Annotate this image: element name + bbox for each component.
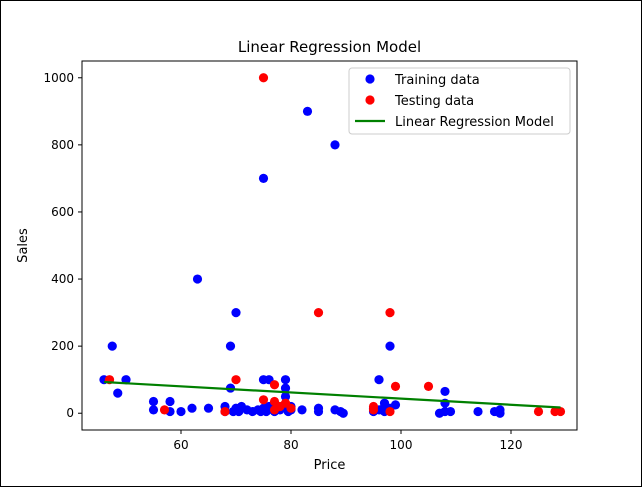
testing-point [269, 380, 280, 390]
x-tick-label: 120 [500, 438, 523, 452]
legend-dot-marker [365, 74, 375, 84]
training-point [445, 406, 456, 417]
y-tick-label: 800 [51, 138, 74, 152]
y-tick-label: 200 [51, 339, 74, 353]
series-2 [103, 380, 561, 409]
training-point [330, 140, 340, 150]
training-point [258, 173, 269, 184]
testing-point [159, 405, 170, 415]
axes-box [81, 60, 578, 431]
training-point [148, 396, 159, 407]
training-point [280, 375, 291, 385]
training-point [473, 406, 483, 417]
training-point [385, 341, 395, 351]
x-tick-label: 100 [390, 438, 413, 452]
testing-point [313, 307, 324, 318]
legend-box [348, 67, 571, 135]
training-point [390, 400, 401, 410]
testing-point [368, 405, 379, 415]
training-point [313, 406, 324, 417]
testing-point [258, 395, 269, 405]
training-point [225, 341, 236, 351]
legend-entry-label: Testing data [394, 94, 474, 109]
testing-point [385, 307, 395, 318]
legend-entry-label: Training data [394, 73, 480, 88]
series-0 [99, 106, 505, 418]
training-point [495, 408, 505, 418]
x-axis-label: Price [314, 458, 346, 473]
y-tick-label: 400 [51, 272, 74, 286]
testing-point [385, 406, 395, 417]
y-axis-label: Sales [16, 228, 31, 263]
x-tick-label: 60 [173, 438, 188, 452]
y-tick-label: 1000 [43, 71, 74, 85]
training-point [165, 396, 175, 407]
training-point [203, 403, 214, 413]
training-point [302, 106, 313, 116]
plot-area [99, 73, 566, 418]
training-point [176, 406, 186, 417]
training-point [374, 375, 384, 385]
training-point [297, 405, 307, 415]
y-axis: 0 200 400 600 800 1000 [43, 71, 82, 420]
training-point [440, 386, 450, 397]
training-point [280, 391, 291, 402]
testing-point [390, 381, 401, 391]
training-point [192, 274, 203, 284]
training-point [187, 403, 197, 413]
testing-point [258, 73, 269, 83]
training-point [148, 405, 159, 415]
training-point [107, 341, 117, 351]
legend: Training data Testing data Linear Regressi… [348, 67, 571, 135]
training-point [338, 408, 348, 418]
testing-point [423, 381, 434, 391]
regression-line [103, 380, 561, 409]
testing-point [220, 406, 230, 417]
chart-title: Linear Regression Model [238, 38, 421, 56]
testing-point [555, 406, 566, 417]
x-axis: 60 80 100 120 [173, 430, 522, 452]
testing-point [533, 406, 544, 417]
training-point [121, 375, 131, 385]
y-tick-label: 600 [51, 205, 74, 219]
training-point [231, 307, 241, 318]
legend-entry-label: Linear Regression Model [395, 115, 554, 130]
legend-dot-marker [365, 95, 375, 105]
x-tick-label: 80 [283, 438, 298, 452]
y-tick-label: 0 [66, 406, 74, 420]
testing-point [286, 403, 296, 413]
testing-point [231, 375, 241, 385]
training-point [280, 383, 291, 393]
training-point [113, 388, 123, 398]
